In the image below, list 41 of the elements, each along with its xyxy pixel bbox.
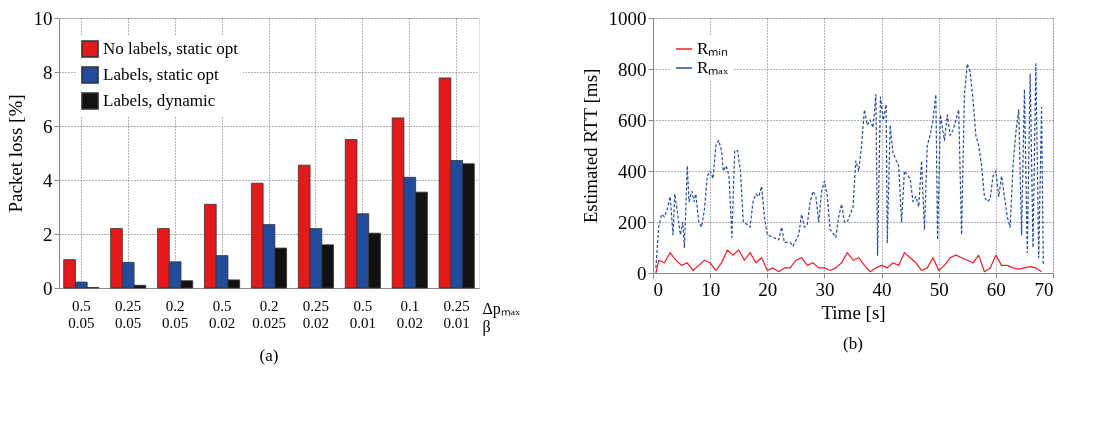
y-tick-label: 10: [33, 7, 53, 29]
x-tick-label: 0.25 0.05: [115, 297, 142, 331]
x-tick-label: 0.2 0.025: [252, 297, 286, 331]
y-tick-label: 400: [618, 160, 647, 182]
legend-label: Rₘₐₓ: [697, 58, 728, 77]
y-tick-label: 600: [618, 109, 647, 131]
x-tick-label: 0.25 0.01: [443, 297, 470, 331]
x-tick-label: 10: [701, 278, 721, 300]
x-tick-label: 40: [872, 278, 892, 300]
x-tick-label: 0.5 0.01: [349, 297, 376, 331]
x-tick-label: 0.2 0.05: [162, 297, 189, 331]
text: (b): [843, 334, 863, 353]
legend-label: Labels, static opt: [103, 65, 219, 84]
x-tick-label: 0.25 0.02: [302, 297, 330, 331]
y-tick-label: 4: [43, 169, 53, 191]
y-tick-label: 0: [637, 262, 647, 284]
legend-label: No labels, static opt: [103, 39, 239, 58]
y-tick-label: 6: [43, 115, 53, 137]
x-tick-label: 0.1 0.02: [396, 297, 423, 331]
x-tick-label: 0: [653, 278, 663, 300]
legend-label: Rₘᵢₙ: [697, 39, 729, 58]
legend-label: Labels, dynamic: [103, 91, 216, 110]
x-axis-title: Time [s]: [821, 301, 886, 323]
y-axis-title: Packet loss [%]: [4, 94, 26, 213]
y-tick-label: 2: [43, 223, 53, 245]
x-axis-title: Δpₘₐₓ β: [482, 299, 521, 336]
y-tick-label: 8: [43, 61, 53, 83]
y-tick-label: 800: [618, 58, 647, 80]
text: (a): [259, 346, 279, 365]
x-tick-label: 70: [1034, 278, 1054, 300]
line-series: [655, 63, 1044, 269]
line-series: [655, 249, 1043, 274]
x-tick-label: 0.5 0.05: [68, 297, 95, 331]
y-tick-label: 1000: [608, 7, 647, 29]
x-tick-label: 50: [929, 278, 949, 300]
y-tick-label: 200: [618, 211, 647, 233]
x-tick-label: 20: [758, 278, 778, 300]
x-tick-label: 60: [986, 278, 1006, 300]
x-tick-label: 0.5 0.02: [208, 297, 236, 331]
y-axis-title: Estimated RTT [ms]: [579, 68, 601, 224]
x-tick-label: 30: [815, 278, 835, 300]
